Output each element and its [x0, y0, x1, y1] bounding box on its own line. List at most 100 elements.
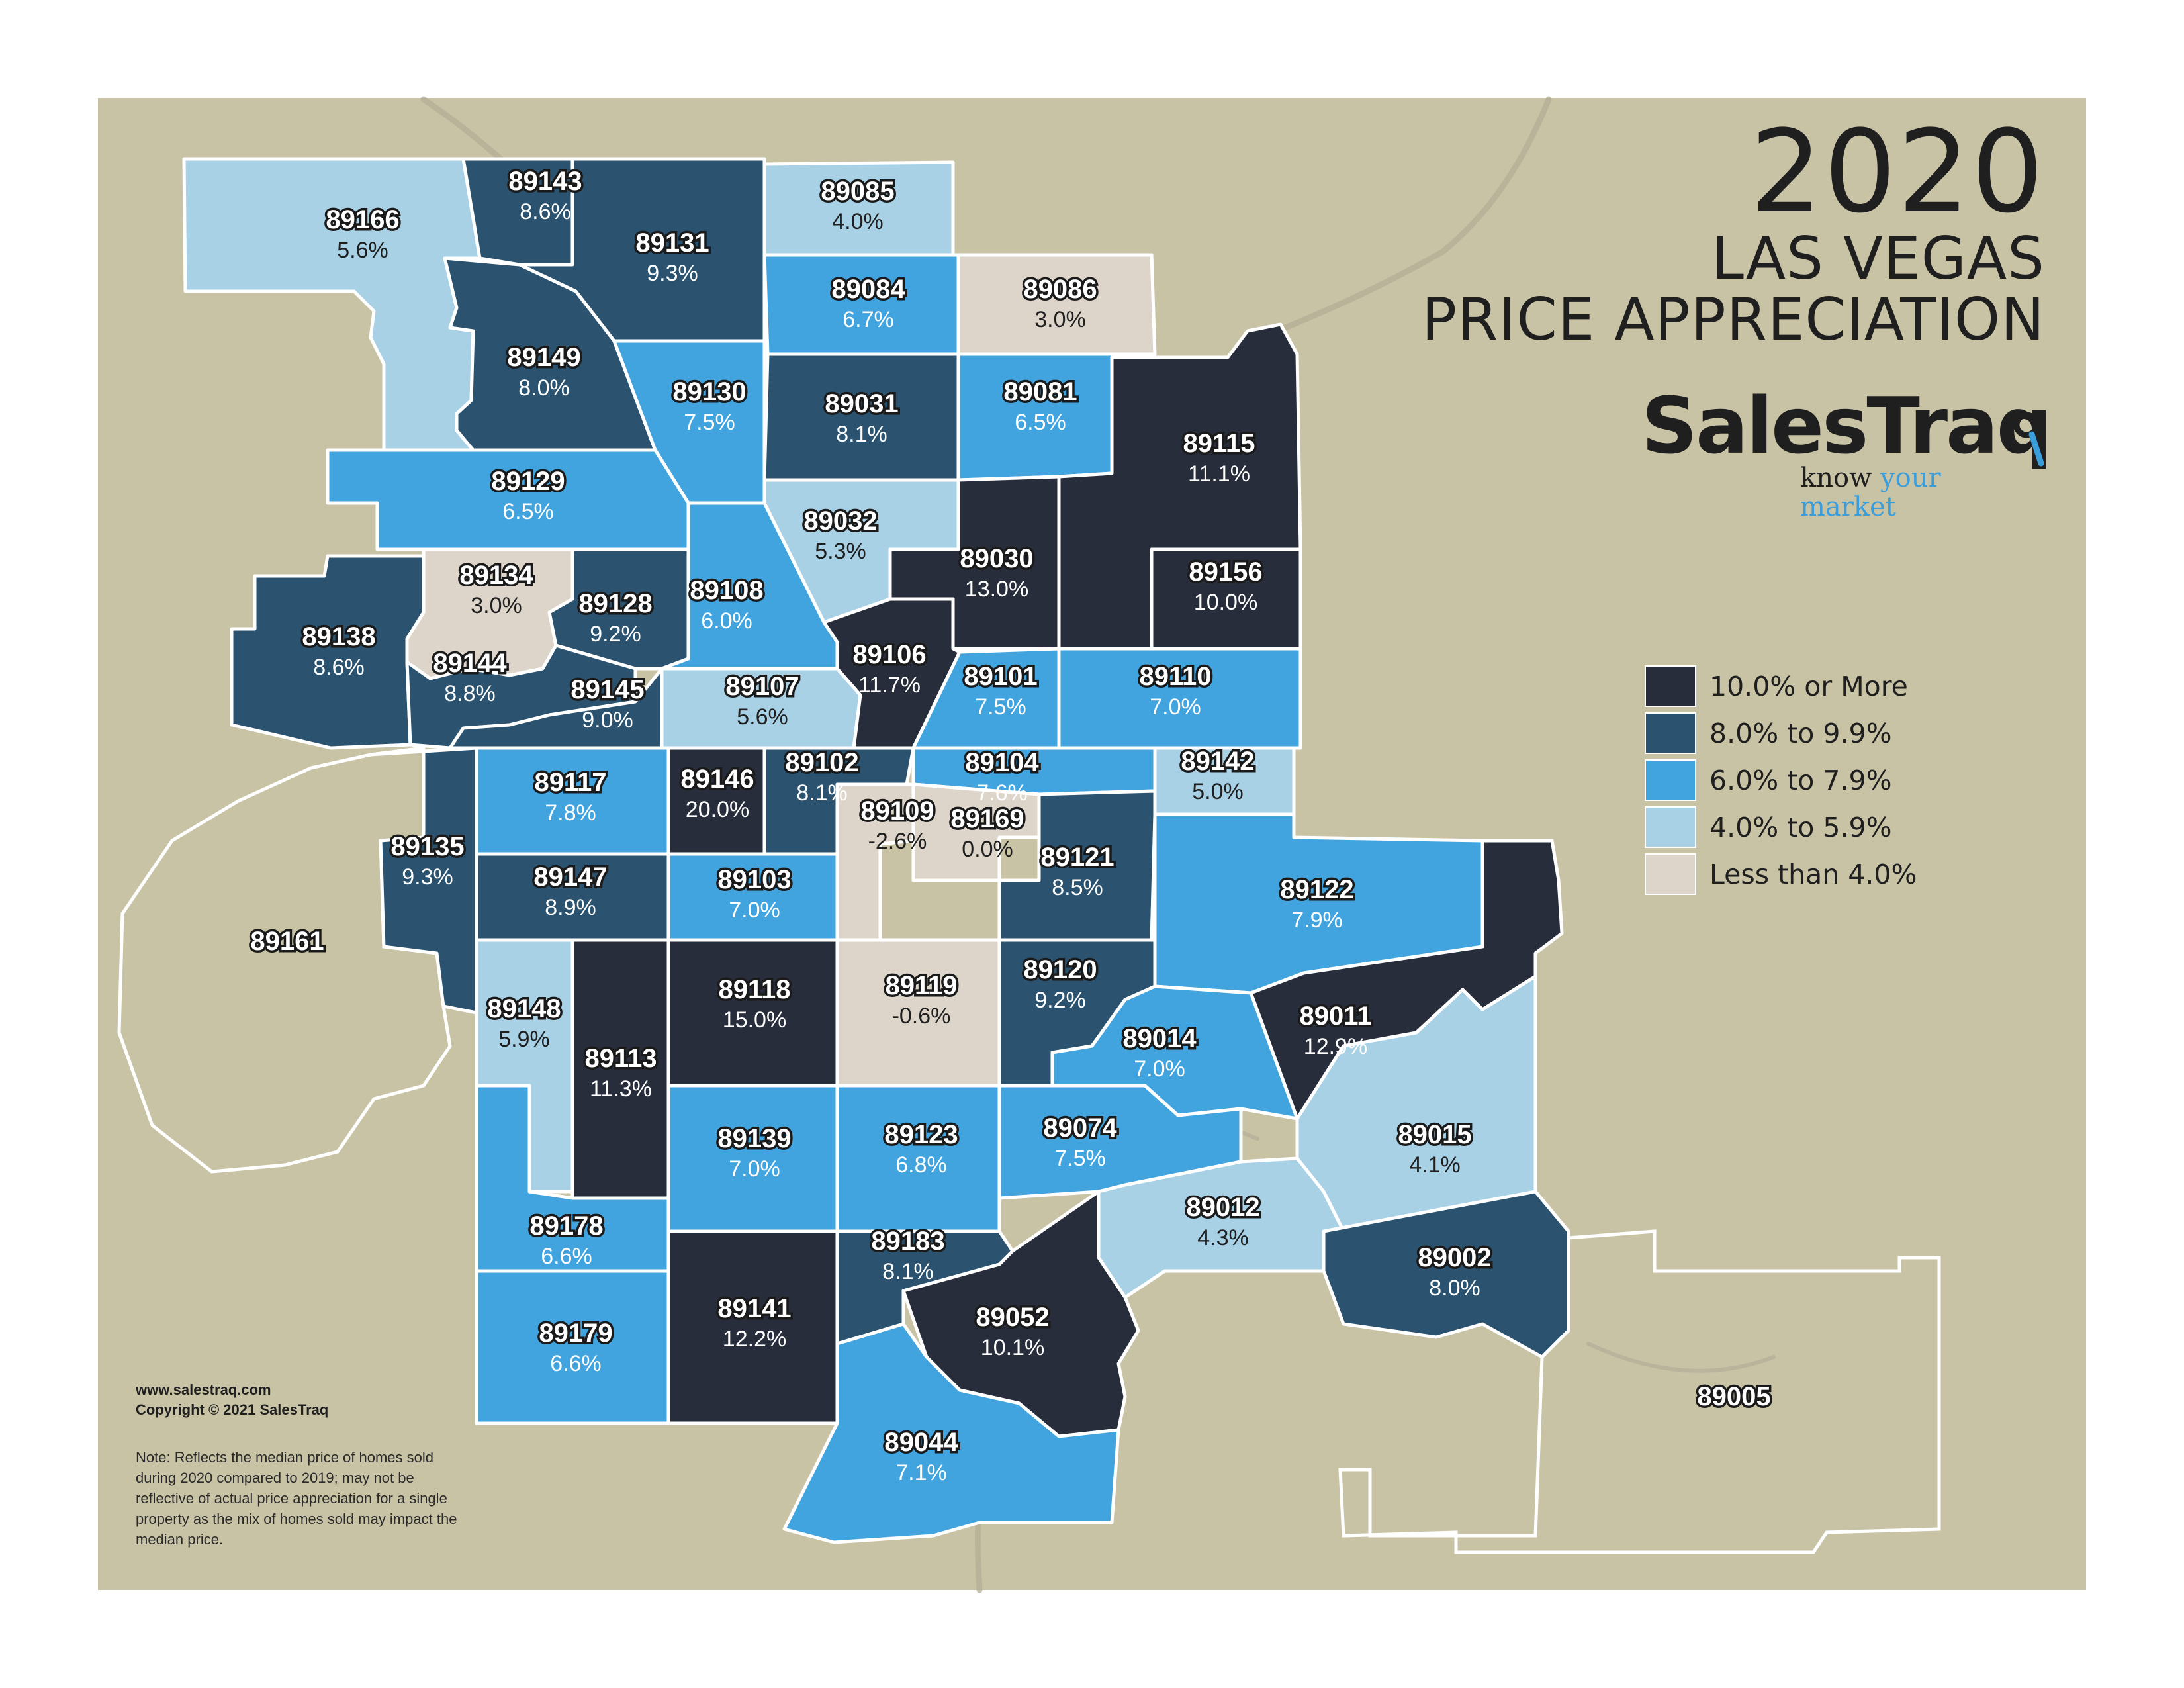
zip-percent-label: 4.1% — [1409, 1152, 1461, 1178]
zip-code-label: 89166 — [326, 205, 399, 234]
zip-code-label: 89179 — [539, 1319, 612, 1348]
zip-percent-label: 10.1% — [981, 1335, 1044, 1360]
zip-code-label: 89123 — [884, 1120, 958, 1149]
note-text: Note: Reflects the median price of homes… — [136, 1449, 457, 1548]
zip-code-label: 89146 — [680, 765, 754, 794]
zip-code-label: 89101 — [964, 662, 1037, 691]
brand-tagline-know: know — [1800, 463, 1872, 493]
zip-code-label: 89106 — [852, 640, 926, 669]
zip-code-label: 89119 — [885, 971, 957, 1000]
zip-percent-label: 5.6% — [337, 238, 388, 263]
zip-percent-label: 3.0% — [1034, 307, 1086, 332]
zip-code-label: 89131 — [635, 228, 709, 258]
zip-percent-label: 5.6% — [737, 704, 788, 729]
zip-code-label: 89113 — [584, 1044, 657, 1073]
zip-code-label: 89084 — [831, 275, 905, 304]
zip-percent-label: 8.0% — [518, 375, 570, 400]
zip-code-label: 89109 — [860, 796, 934, 825]
zip-percent-label: 8.8% — [444, 681, 496, 706]
zip-percent-label: 7.0% — [1150, 694, 1201, 720]
zip-percent-label: 6.0% — [701, 608, 752, 633]
zip-code-label: 89121 — [1040, 843, 1114, 872]
zip-percent-label: 4.0% — [832, 209, 884, 234]
zip-percent-label: 11.7% — [858, 673, 921, 698]
zip-percent-label: 10.0% — [1194, 590, 1257, 615]
brand-logo: SalesTraq know your market — [1641, 383, 2052, 522]
zip-percent-label: 15.0% — [723, 1008, 786, 1033]
zip-code-label: 89135 — [390, 832, 464, 861]
zip-code-label: 89011 — [1299, 1002, 1371, 1031]
zip-code-label: 89012 — [1186, 1193, 1259, 1222]
zip-percent-label: 8.0% — [1429, 1276, 1480, 1301]
zip-code-label: 89005 — [1697, 1382, 1770, 1411]
zip-code-label: 89031 — [825, 389, 898, 418]
zip-area-89084 — [762, 253, 960, 356]
zip-percent-label: 9.3% — [402, 865, 453, 890]
zip-percent-label: 5.3% — [815, 539, 866, 564]
zip-code-label: 89104 — [965, 748, 1039, 777]
zip-area-89128 — [547, 547, 690, 671]
zip-code-label: 89085 — [821, 177, 894, 206]
zip-code-label: 89108 — [690, 576, 763, 605]
zip-code-label: 89044 — [884, 1428, 958, 1457]
zip-percent-label: 7.0% — [1134, 1056, 1185, 1082]
zip-code-label: 89103 — [717, 865, 791, 894]
zip-percent-label: 8.9% — [545, 895, 596, 920]
zip-labels: 89166 5.6% 89143 8.6% 89131 9.3% 89085 4.0% 8908… — [248, 165, 1773, 1486]
zip-code-label: 89074 — [1043, 1113, 1117, 1143]
zip-code-label: 89117 — [534, 768, 606, 797]
zip-percent-label: 7.8% — [545, 800, 596, 825]
zip-percent-label: 8.5% — [1052, 875, 1103, 900]
zip-area-89149 — [443, 256, 657, 452]
legend-swatch — [1645, 665, 1696, 707]
zip-code-label: 89148 — [487, 994, 561, 1023]
zip-percent-label: 9.0% — [582, 708, 633, 733]
zip-percent-label: 8.6% — [313, 655, 365, 680]
zip-code-label: 89032 — [803, 506, 877, 536]
zip-code-label: 89118 — [718, 975, 790, 1004]
zip-percent-label: 11.3% — [590, 1076, 652, 1102]
zip-percent-label: 20.0% — [686, 797, 749, 822]
zip-percent-label: 8.6% — [520, 199, 571, 224]
zip-code-label: 89015 — [1398, 1120, 1471, 1149]
zip-code-label: 89149 — [507, 343, 580, 372]
zip-percent-label: 7.6% — [976, 780, 1028, 806]
zip-area-89044 — [782, 1322, 1120, 1544]
zip-percent-label: 0.0% — [962, 837, 1013, 862]
zip-percent-label: 6.6% — [541, 1244, 592, 1269]
title-year: 2020 — [1750, 105, 2045, 238]
zip-code-label: 89122 — [1280, 875, 1353, 904]
zip-code-label: 89129 — [491, 467, 565, 496]
zip-code-label: 89134 — [459, 561, 533, 590]
zip-percent-label: 13.0% — [965, 577, 1028, 602]
zip-code-label: 89002 — [1418, 1243, 1491, 1272]
zip-code-label: 89169 — [950, 804, 1024, 833]
zip-code-label: 89139 — [717, 1124, 791, 1153]
zip-percent-label: 3.0% — [471, 593, 522, 618]
zip-code-label: 89115 — [1183, 429, 1255, 458]
legend-swatch — [1645, 712, 1696, 754]
zip-percent-label: 7.9% — [1291, 908, 1343, 933]
zip-percent-label: 5.0% — [1192, 779, 1244, 804]
zip-code-label: 89161 — [250, 927, 324, 956]
zip-code-label: 89102 — [785, 748, 858, 777]
zip-code-label: 89183 — [871, 1227, 944, 1256]
zip-code-label: 89156 — [1189, 557, 1262, 586]
zip-area-89085 — [762, 160, 955, 257]
zip-code-label: 89138 — [302, 622, 375, 651]
legend-label: 8.0% to 9.9% — [1709, 718, 1892, 749]
zip-area-89138 — [230, 554, 426, 750]
zip-percent-label: 7.5% — [1054, 1146, 1106, 1171]
zip-percent-label: 6.6% — [550, 1351, 602, 1376]
legend-swatch — [1645, 806, 1696, 848]
zip-code-label: 89141 — [717, 1294, 791, 1323]
zip-percent-label: 12.9% — [1304, 1034, 1367, 1059]
title-subject: PRICE APPRECIATION — [1422, 285, 2045, 353]
zip-percent-label: 6.7% — [842, 307, 894, 332]
zip-percent-label: 6.5% — [1015, 410, 1066, 435]
zip-percent-label: 7.0% — [729, 898, 780, 923]
zip-code-label: 89145 — [570, 675, 644, 704]
zip-code-label: 89110 — [1139, 662, 1211, 691]
legend-swatch — [1645, 853, 1696, 895]
